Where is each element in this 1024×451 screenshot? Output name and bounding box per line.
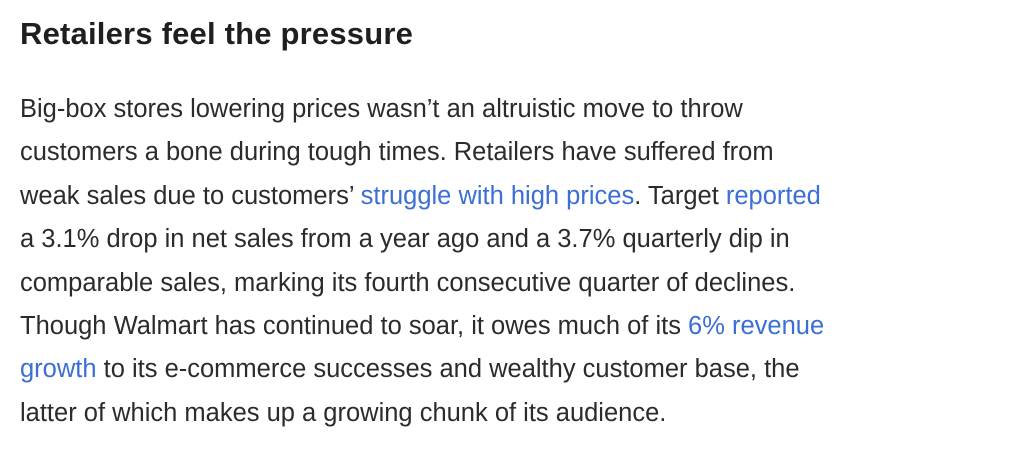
paragraph-line: weak sales due to customers’ struggle wi… bbox=[20, 175, 960, 218]
paragraph-text: . Target bbox=[634, 181, 726, 210]
revenue-growth-link-continued[interactable]: growth bbox=[20, 355, 97, 384]
paragraph-line: latter of which makes up a growing chunk… bbox=[20, 392, 960, 435]
paragraph-line: Big-box stores lowering prices wasn’t an… bbox=[20, 88, 960, 131]
paragraph-text: a 3.1% drop in net sales from a year ago… bbox=[20, 225, 790, 254]
article: Retailers feel the pressure Big-box stor… bbox=[20, 0, 1010, 435]
paragraph-text: weak sales due to customers’ bbox=[20, 181, 361, 210]
section-heading: Retailers feel the pressure bbox=[20, 16, 414, 51]
paragraph-line: growth to its e-commerce successes and w… bbox=[20, 348, 960, 391]
paragraph-line: Though Walmart has continued to soar, it… bbox=[20, 305, 960, 348]
paragraph-line: a 3.1% drop in net sales from a year ago… bbox=[20, 218, 960, 261]
reported-link[interactable]: reported bbox=[725, 181, 821, 210]
paragraph-text: customers a bone during tough times. Ret… bbox=[20, 138, 774, 167]
paragraph-line: customers a bone during tough times. Ret… bbox=[20, 131, 960, 174]
paragraph-text: comparable sales, marking its fourth con… bbox=[20, 268, 796, 297]
paragraph-text: Big-box stores lowering prices wasn’t an… bbox=[20, 95, 743, 123]
article-paragraph: Big-box stores lowering prices wasn’t an… bbox=[20, 88, 960, 435]
paragraph-text: Though Walmart has continued to soar, it… bbox=[20, 312, 689, 341]
paragraph-text: to its e-commerce successes and wealthy … bbox=[96, 355, 800, 384]
revenue-growth-link[interactable]: 6% revenue bbox=[688, 312, 825, 341]
struggle-with-high-prices-link[interactable]: struggle with high prices bbox=[360, 181, 635, 210]
paragraph-text: latter of which makes up a growing chunk… bbox=[20, 398, 667, 427]
paragraph-line: comparable sales, marking its fourth con… bbox=[20, 262, 960, 305]
